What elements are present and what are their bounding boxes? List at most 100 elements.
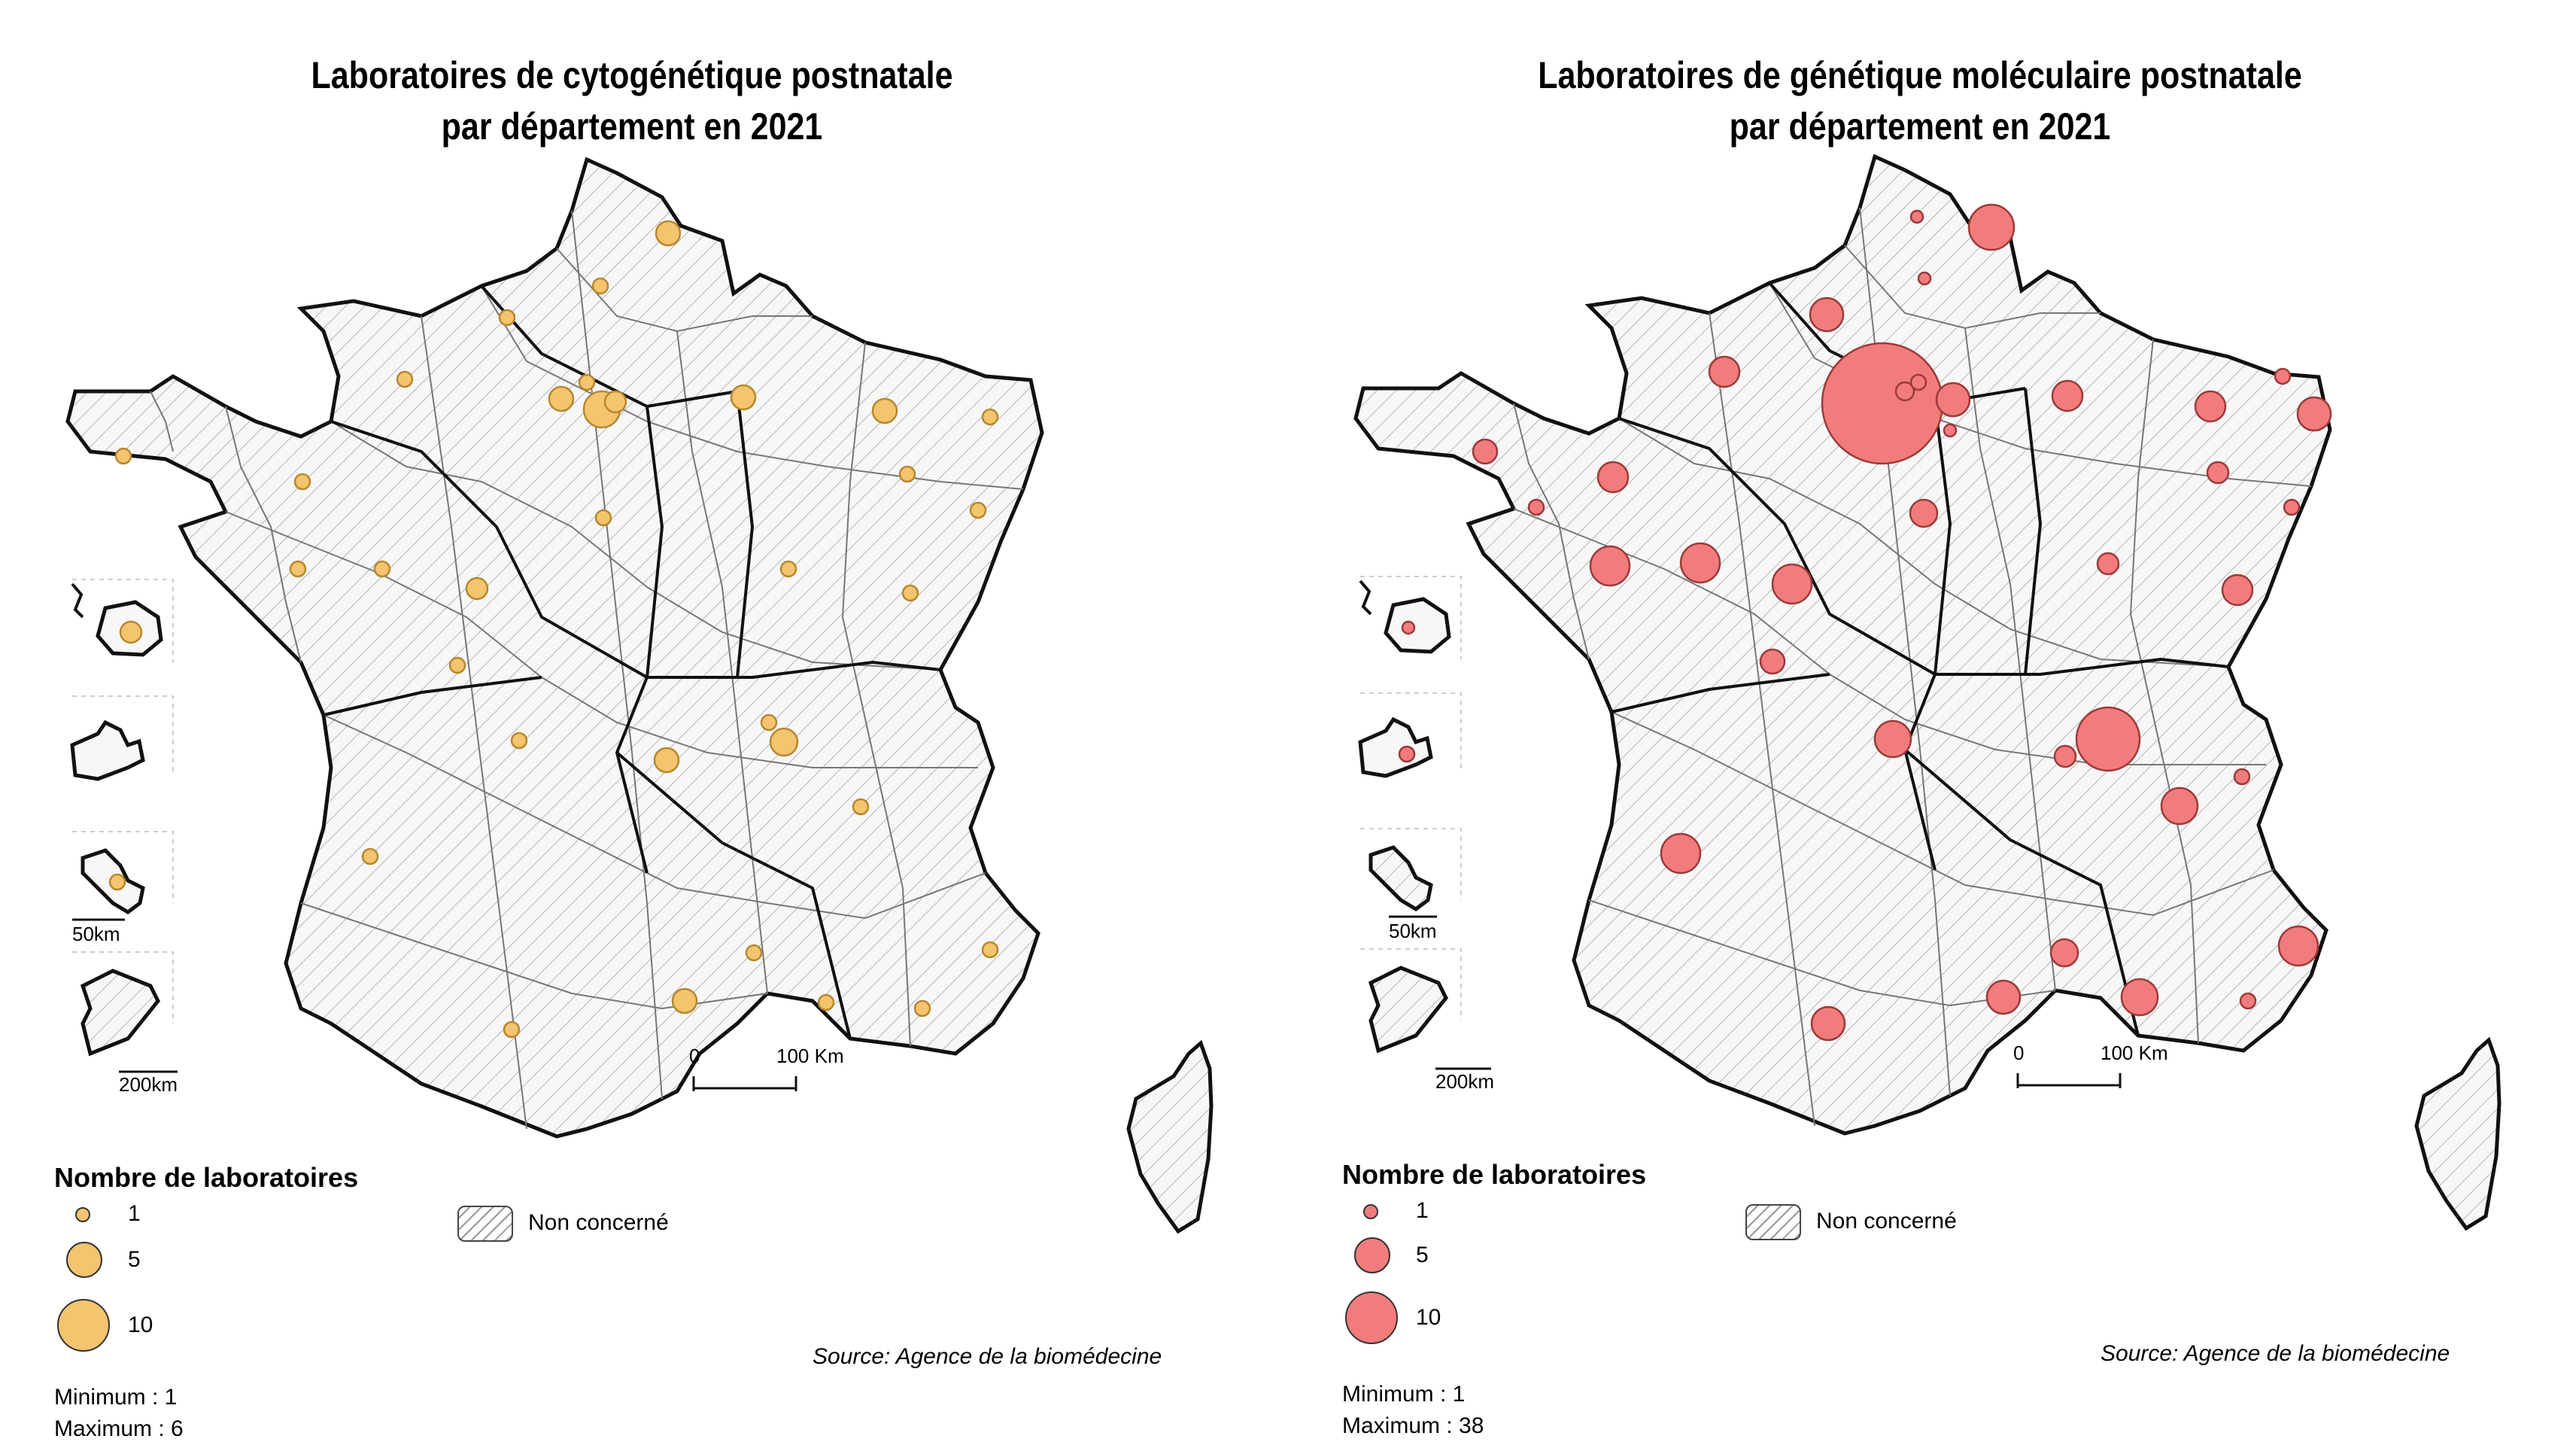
laboratory-symbol bbox=[1472, 438, 1499, 465]
laboratory-symbol bbox=[1967, 203, 2016, 251]
laboratory-symbol bbox=[2049, 938, 2079, 968]
laboratory-symbol bbox=[779, 560, 797, 578]
scale-100km: 100 Km bbox=[2101, 1042, 2168, 1064]
laboratory-symbol bbox=[1596, 461, 1630, 494]
laboratory-symbol bbox=[2194, 390, 2227, 423]
laboratory-symbol bbox=[591, 277, 609, 295]
laboratory-symbol bbox=[1809, 297, 1845, 333]
laboratory-symbol bbox=[361, 847, 379, 865]
laboratory-symbol bbox=[114, 447, 132, 465]
scale-bar: 0 100 Km bbox=[2013, 1042, 2168, 1088]
minimum: Minimum : 1 bbox=[1342, 1382, 1466, 1407]
scale-zero: 0 bbox=[689, 1045, 700, 1067]
laboratory-symbol bbox=[745, 944, 763, 962]
mainland-france bbox=[65, 157, 1044, 1139]
legend-title: Nombre de laboratoires bbox=[54, 1162, 359, 1193]
laboratory-symbol bbox=[2233, 768, 2251, 786]
laboratory-symbol bbox=[603, 390, 627, 414]
map-title: Laboratoires de cytogénétique postnatale… bbox=[311, 54, 953, 148]
scale-zero: 0 bbox=[2013, 1042, 2024, 1064]
legend-item-5: 5 bbox=[1341, 1237, 1429, 1273]
laboratory-symbol bbox=[1894, 381, 1915, 402]
laboratory-symbol bbox=[119, 620, 143, 644]
laboratory-symbol bbox=[510, 732, 528, 750]
laboratory-symbol bbox=[1909, 498, 1939, 528]
laboratory-symbols bbox=[1398, 203, 2332, 1042]
france-map: 50km 200km 0 100 Km bbox=[65, 157, 1214, 1234]
laboratory-symbol bbox=[2239, 992, 2257, 1010]
laboratory-symbol bbox=[1810, 1005, 1846, 1042]
laboratory-symbol bbox=[373, 560, 391, 578]
laboratory-symbol bbox=[852, 798, 870, 816]
corsica bbox=[1126, 1039, 1214, 1234]
laboratory-symbol bbox=[1943, 423, 1958, 438]
legend-symbol-small bbox=[1363, 1204, 1378, 1220]
laboratory-symbol bbox=[1821, 342, 1944, 465]
laboratory-symbol bbox=[913, 999, 931, 1018]
inset-scale-200km: 200km bbox=[1435, 1070, 1494, 1093]
legend-item-10: 10 bbox=[53, 1299, 153, 1352]
laboratory-symbol bbox=[1771, 563, 1813, 605]
hatch-swatch bbox=[1745, 1204, 1801, 1240]
laboratory-symbol bbox=[2096, 552, 2120, 576]
laboratory-symbol bbox=[969, 501, 987, 519]
laboratory-symbol bbox=[1401, 620, 1416, 635]
laboratory-symbol bbox=[2075, 706, 2141, 772]
laboratory-symbol bbox=[1708, 355, 1741, 388]
laboratory-symbol bbox=[871, 397, 898, 424]
map-title: Laboratoires de génétique moléculaire po… bbox=[1538, 54, 2302, 148]
laboratory-symbol bbox=[1660, 832, 1702, 875]
laboratory-symbol bbox=[2053, 744, 2077, 768]
laboratory-symbol bbox=[655, 220, 682, 247]
laboratory-symbol bbox=[981, 408, 999, 426]
legend-item-5: 5 bbox=[53, 1242, 141, 1278]
laboratory-symbol bbox=[465, 576, 489, 601]
laboratory-symbol bbox=[2221, 573, 2254, 607]
laboratory-symbol bbox=[653, 747, 680, 774]
laboratory-symbol bbox=[981, 941, 999, 959]
laboratory-symbol bbox=[2160, 786, 2199, 826]
mainland-outline bbox=[65, 157, 1044, 1139]
inset-scale-200km: 200km bbox=[119, 1073, 178, 1096]
laboratory-symbol bbox=[898, 465, 916, 483]
laboratory-symbol bbox=[396, 370, 414, 388]
laboratory-symbol bbox=[1935, 382, 1971, 418]
legend-symbol-large bbox=[57, 1299, 110, 1352]
department-borders bbox=[150, 210, 1024, 1130]
laboratory-symbol bbox=[1589, 545, 1631, 587]
hatch-swatch bbox=[457, 1206, 513, 1242]
laboratory-symbol bbox=[1909, 209, 1924, 224]
laboratory-symbol bbox=[293, 473, 311, 491]
maximum: Maximum : 6 bbox=[54, 1416, 184, 1441]
laboratory-symbol bbox=[503, 1021, 521, 1039]
molecular-genetics-map-panel: Laboratoires de génétique moléculaire po… bbox=[1288, 0, 2576, 1451]
laboratory-symbol bbox=[2296, 396, 2332, 432]
laboratory-symbol bbox=[2206, 461, 2230, 485]
laboratory-symbol bbox=[498, 309, 516, 327]
laboratory-symbol bbox=[1679, 542, 1721, 584]
mainland-outline bbox=[1353, 154, 2332, 1136]
laboratory-symbol bbox=[2283, 498, 2301, 516]
stats: Minimum : 1 Maximum : 6 bbox=[54, 1382, 184, 1445]
france-map: 50km 200km 0 100 Km bbox=[1353, 154, 2502, 1231]
minimum: Minimum : 1 bbox=[54, 1385, 178, 1410]
mainland-france bbox=[1353, 154, 2332, 1136]
laboratory-symbol bbox=[1527, 498, 1545, 516]
overseas-insets: 50km 200km bbox=[70, 579, 178, 1096]
laboratory-symbol bbox=[548, 385, 575, 412]
laboratory-symbol bbox=[730, 384, 757, 411]
laboratory-symbol bbox=[2120, 978, 2159, 1017]
maximum: Maximum : 38 bbox=[1342, 1413, 1484, 1438]
legend-title: Nombre de laboratoires bbox=[1342, 1159, 1647, 1190]
laboratory-symbol bbox=[2277, 925, 2319, 967]
laboratory-symbol bbox=[1917, 271, 1932, 286]
legend-item-1: 1 bbox=[1341, 1198, 1429, 1224]
legend-item-10: 10 bbox=[1341, 1291, 1441, 1344]
laboratory-symbol bbox=[1873, 719, 1912, 759]
laboratory-symbol bbox=[448, 656, 466, 674]
stats: Minimum : 1 Maximum : 38 bbox=[1342, 1379, 1484, 1442]
laboratory-symbol bbox=[901, 584, 919, 602]
legend-item-1: 1 bbox=[53, 1201, 141, 1227]
laboratory-symbol bbox=[578, 373, 596, 391]
source-note: Source: Agence de la biomédecine bbox=[2101, 1341, 2450, 1366]
